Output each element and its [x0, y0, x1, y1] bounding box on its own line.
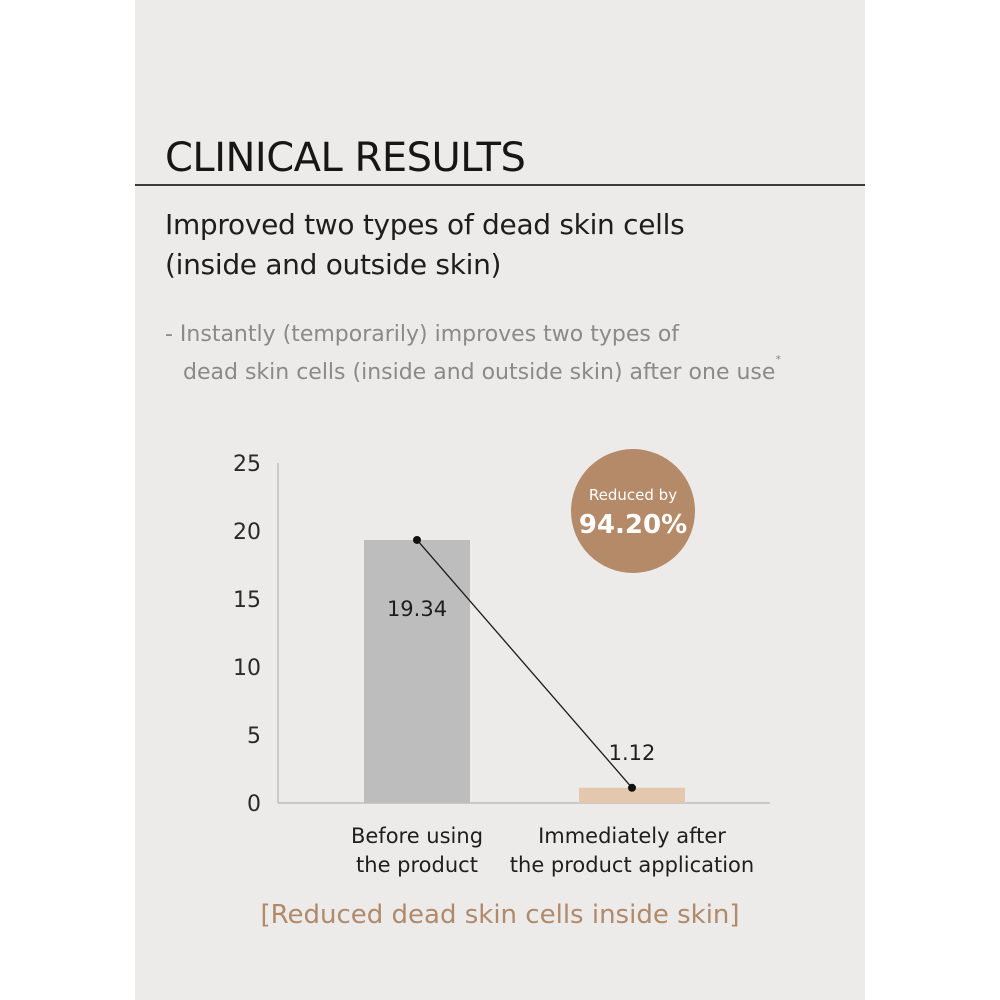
subtitle: Improved two types of dead skin cells (i…	[165, 205, 685, 285]
data-point	[413, 535, 421, 544]
category-label: the product	[356, 853, 478, 877]
badge-text-top: Reduced by	[589, 486, 677, 504]
trend-connector	[413, 535, 636, 792]
title-divider	[135, 184, 865, 186]
bar	[364, 539, 470, 803]
reduction-badge: Reduced by 94.20%	[571, 449, 695, 573]
y-tick-label: 5	[247, 724, 261, 749]
note-line-2: dead skin cells (inside and outside skin…	[183, 360, 776, 385]
bar	[579, 787, 685, 803]
note-line-1: - Instantly (temporarily) improves two t…	[165, 322, 680, 347]
category-label: Immediately after	[538, 824, 726, 848]
clinical-results-panel: CLINICAL RESULTS Improved two types of d…	[135, 0, 865, 1000]
subtitle-line-2: (inside and outside skin)	[165, 248, 502, 281]
bars	[364, 539, 685, 803]
bar-chart: 0 5 10 15 20 25 19.34 1.12 Before using the prod…	[233, 449, 770, 877]
badge-percentage: 94.20%	[579, 510, 687, 540]
badge-circle	[571, 449, 695, 573]
data-label: 19.34	[387, 597, 447, 621]
footnote-marker: *	[775, 353, 781, 366]
y-tick-label: 20	[233, 520, 261, 545]
y-axis: 0 5 10 15 20 25	[233, 452, 770, 817]
data-label: 1.12	[609, 741, 656, 765]
subtitle-line-1: Improved two types of dead skin cells	[165, 208, 685, 241]
category-label: the product application	[510, 853, 754, 877]
y-tick-label: 10	[233, 656, 261, 681]
chart-caption: [Reduced dead skin cells inside skin]	[260, 900, 740, 930]
y-tick-label: 25	[233, 452, 261, 477]
labels: 19.34 1.12 Before using the product Immediat…	[351, 597, 754, 877]
y-tick-label: 0	[247, 792, 261, 817]
page-title: CLINICAL RESULTS	[165, 135, 526, 181]
study-note: - Instantly (temporarily) improves two t…	[165, 316, 781, 392]
category-label: Before using	[351, 824, 483, 848]
connector-line	[416, 539, 633, 789]
y-tick-label: 15	[233, 588, 261, 613]
data-point	[628, 783, 636, 792]
